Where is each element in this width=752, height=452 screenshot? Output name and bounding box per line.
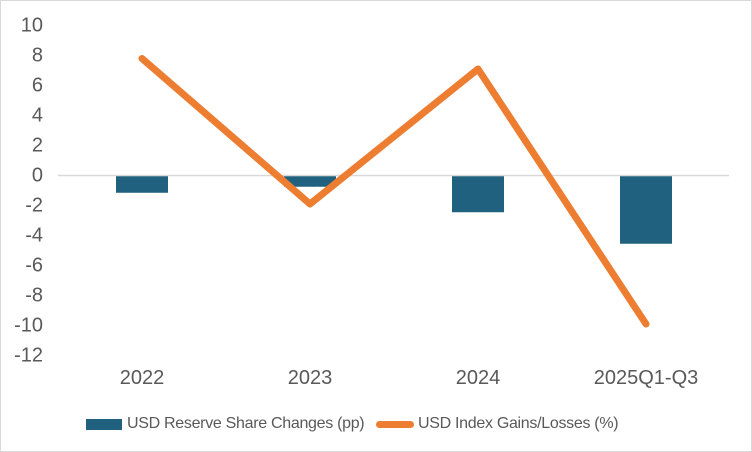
y-axis-tick-label: 8 — [32, 45, 43, 67]
line-series — [138, 55, 650, 328]
y-axis-tick-label: 2 — [32, 135, 43, 157]
y-axis-tick-label: -4 — [25, 225, 43, 247]
legend-item-bar-series: USD Reserve Share Changes (pp) — [86, 413, 365, 435]
y-axis-tick-label: -12 — [14, 345, 43, 367]
y-axis-tick-label: -2 — [25, 195, 43, 217]
x-axis-label-2022: 2022 — [120, 367, 165, 389]
bar-2022 — [116, 176, 168, 193]
y-axis-tick-label: -6 — [25, 255, 43, 277]
y-axis-tick-label: 4 — [32, 105, 43, 127]
bar-2025Q1-Q3 — [620, 176, 672, 244]
x-axis-label-2025Q1-Q3: 2025Q1-Q3 — [594, 367, 699, 389]
y-axis-tick-label: -8 — [25, 285, 43, 307]
y-axis-tick-label: 10 — [21, 15, 43, 37]
bar-2024 — [452, 176, 504, 213]
line-series-swatch — [376, 420, 414, 428]
x-axis-label-2023: 2023 — [288, 367, 333, 389]
legend-label-bar-series: USD Reserve Share Changes (pp) — [127, 415, 365, 432]
y-axis-tick-label: -10 — [14, 315, 43, 337]
legend-label-line-series: USD Index Gains/Losses (%) — [418, 415, 619, 432]
plot-area: 10 8 6 4 2 0 -2 -4 -6 -8 -10 -12 2022 2023 2024 2025Q1-… — [14, 15, 729, 389]
bar-2023 — [284, 176, 336, 187]
y-axis-tick-label: 0 — [32, 165, 43, 187]
y-axis-tick-label: 6 — [32, 75, 43, 97]
legend: USD Reserve Share Changes (pp) USD Index… — [1, 409, 751, 439]
bar-series-swatch — [86, 418, 122, 430]
x-axis-label-2024: 2024 — [456, 367, 501, 389]
legend-item-line-series: USD Index Gains/Losses (%) — [376, 413, 619, 435]
